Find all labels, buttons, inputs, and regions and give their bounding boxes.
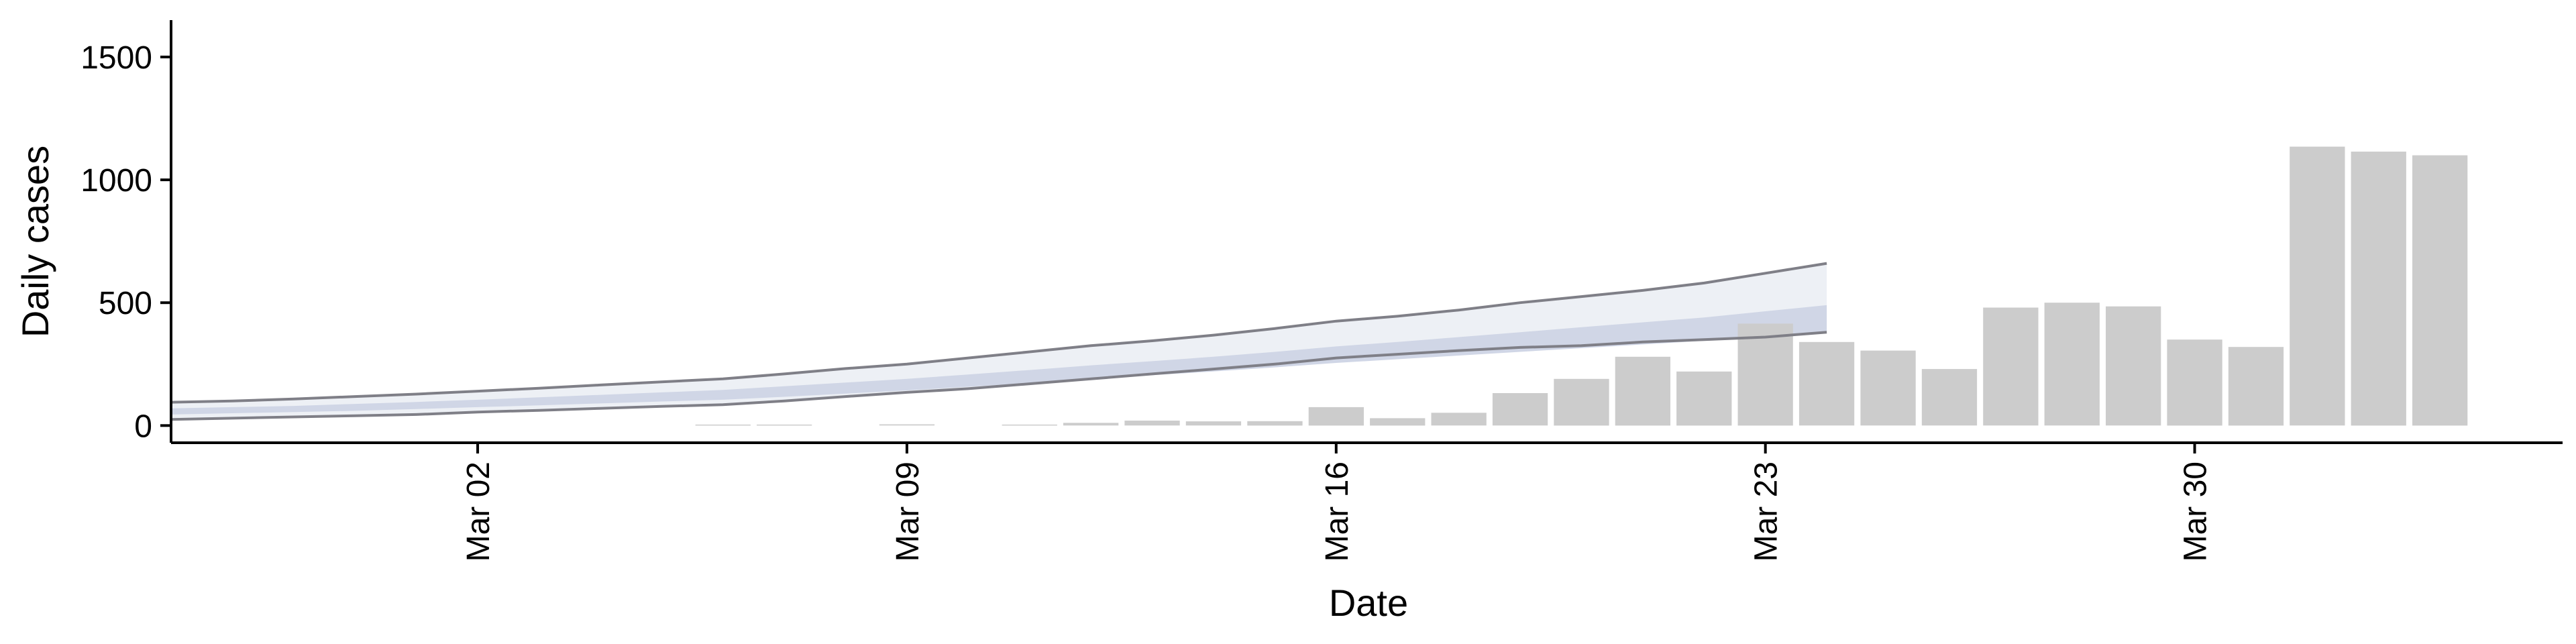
bar xyxy=(2167,339,2222,426)
forecast-lower-line xyxy=(170,331,1827,421)
bar xyxy=(1737,323,1793,426)
bar xyxy=(1185,421,1242,426)
bar xyxy=(1247,421,1303,426)
forecast-bands xyxy=(171,263,1827,420)
bar xyxy=(757,424,812,426)
bar xyxy=(1615,356,1670,426)
bars-group xyxy=(695,146,2468,426)
bar xyxy=(2044,303,2100,426)
x-tick-label: Mar 02 xyxy=(461,462,496,561)
bar xyxy=(1063,423,1119,426)
bar xyxy=(879,424,935,426)
x-tick-label: Mar 09 xyxy=(890,462,926,561)
bar xyxy=(2412,155,2468,426)
bar xyxy=(1676,371,1732,426)
bar xyxy=(2351,152,2406,426)
bar xyxy=(2290,146,2345,426)
bar xyxy=(1860,350,1916,426)
y-tick-label: 0 xyxy=(134,409,152,444)
bar xyxy=(1983,307,2039,426)
bar xyxy=(1554,378,1609,426)
x-tick-label: Mar 23 xyxy=(1749,462,1784,561)
y-ticks: 0 500 1000 1500 xyxy=(80,40,171,444)
forecast-upper-line xyxy=(170,262,1827,404)
y-tick-label: 500 xyxy=(99,286,152,321)
x-ticks: Mar 02 Mar 09 Mar 16 Mar 23 Mar 30 xyxy=(461,443,2214,561)
y-tick-label: 1000 xyxy=(80,163,152,199)
axes xyxy=(170,20,2563,444)
bar xyxy=(1799,341,1855,426)
x-tick-label: Mar 30 xyxy=(2178,462,2214,561)
bar xyxy=(1921,369,1978,426)
bar xyxy=(695,424,751,426)
y-tick-label: 1500 xyxy=(80,40,152,76)
bar xyxy=(1370,418,1426,426)
bar xyxy=(1431,413,1487,426)
bar xyxy=(1002,424,1057,426)
bar xyxy=(1308,407,1364,426)
x-tick-label: Mar 16 xyxy=(1320,462,1355,561)
x-axis-title: Date xyxy=(1329,582,1408,624)
y-axis-title: Daily cases xyxy=(14,146,56,337)
bar xyxy=(2106,306,2161,426)
forecast-lines xyxy=(170,262,1827,421)
bar xyxy=(1492,393,1548,426)
bar xyxy=(1124,421,1180,426)
bar xyxy=(2228,347,2284,426)
